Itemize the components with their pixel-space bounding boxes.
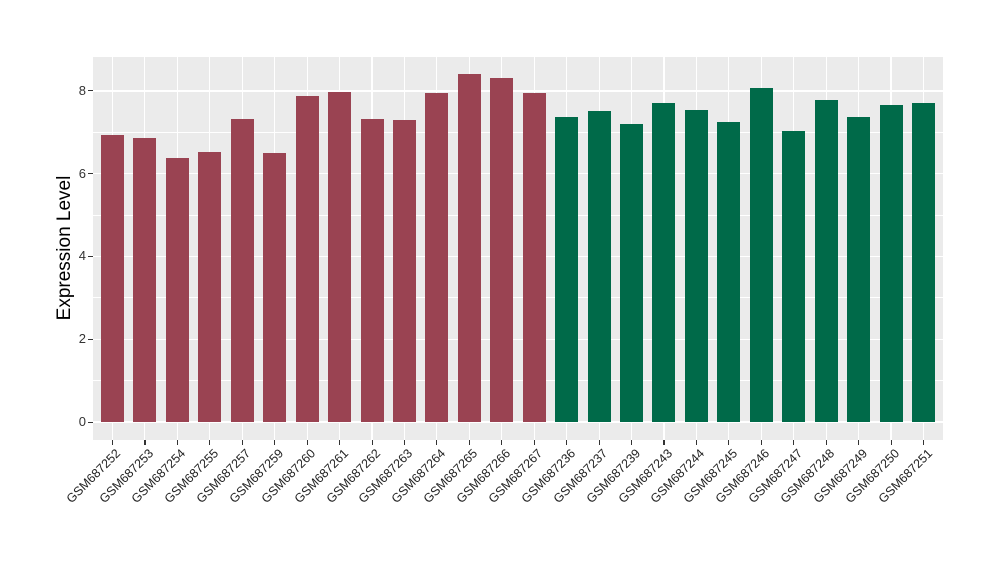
bar: [782, 130, 806, 422]
x-tick-mark: [566, 440, 568, 445]
bar: [879, 104, 903, 422]
x-tick-mark: [793, 440, 795, 445]
x-tick-mark: [436, 440, 438, 445]
x-tick-mark: [728, 440, 730, 445]
y-axis-title: Expression Level: [54, 175, 75, 321]
y-tick-mark: [88, 90, 93, 92]
bar: [328, 91, 352, 422]
gridline-minor: [93, 131, 943, 133]
gridline-minor: [93, 214, 943, 216]
bar: [620, 123, 644, 422]
gridline-major: [93, 255, 943, 258]
x-tick-mark: [371, 440, 373, 445]
y-tick-label: 0: [78, 414, 86, 429]
gridline-major: [93, 172, 943, 175]
x-tick-mark: [468, 440, 470, 445]
x-tick-mark: [923, 440, 925, 445]
bar: [198, 152, 222, 422]
bar: [263, 152, 287, 422]
x-tick-mark: [501, 440, 503, 445]
bar: [425, 92, 449, 422]
x-tick-mark: [176, 440, 178, 445]
x-tick-mark: [890, 440, 892, 445]
gridline-minor: [93, 380, 943, 381]
bar: [684, 110, 708, 422]
x-tick-mark: [403, 440, 406, 445]
gridline-minor: [93, 297, 943, 299]
x-tick-mark: [111, 440, 114, 445]
x-tick-mark: [760, 440, 762, 445]
gridline-major: [93, 90, 943, 92]
x-tick-mark: [209, 440, 211, 445]
bar: [490, 78, 514, 422]
x-tick-mark: [858, 440, 860, 445]
y-tick-mark: [88, 173, 93, 175]
bar: [165, 157, 189, 422]
bar: [392, 119, 416, 422]
bar: [457, 73, 481, 422]
y-tick-mark: [88, 255, 93, 258]
x-tick-mark: [695, 440, 698, 445]
bar: [133, 138, 157, 422]
plot-panel: [93, 57, 943, 440]
x-tick-mark: [663, 440, 665, 445]
y-tick-mark: [88, 338, 93, 340]
bar: [652, 103, 676, 422]
bar: [814, 99, 838, 422]
x-tick-mark: [339, 440, 341, 445]
bar: [295, 95, 319, 422]
y-tick-label: 4: [78, 248, 86, 264]
gridline-major: [93, 338, 943, 340]
bar: [717, 121, 741, 422]
bar: [522, 93, 546, 422]
y-tick-mark: [88, 421, 93, 423]
x-tick-mark: [241, 440, 243, 445]
y-tick-label: 8: [78, 82, 86, 98]
bar: [360, 119, 384, 422]
x-tick-mark: [631, 440, 633, 445]
y-tick-label: 2: [78, 331, 86, 347]
bar: [587, 111, 611, 422]
x-tick-mark: [274, 440, 276, 445]
bar: [912, 103, 936, 422]
bar: [100, 134, 124, 422]
bar: [847, 116, 871, 422]
bar: [230, 119, 254, 422]
x-tick-mark: [144, 440, 146, 445]
bar: [749, 87, 773, 422]
x-tick-mark: [598, 440, 600, 445]
y-tick-label: 6: [78, 165, 86, 181]
x-tick-mark: [825, 440, 827, 445]
x-tick-mark: [533, 440, 535, 445]
gridline-major: [93, 421, 943, 423]
bar: [555, 116, 579, 422]
x-tick-mark: [306, 440, 308, 445]
